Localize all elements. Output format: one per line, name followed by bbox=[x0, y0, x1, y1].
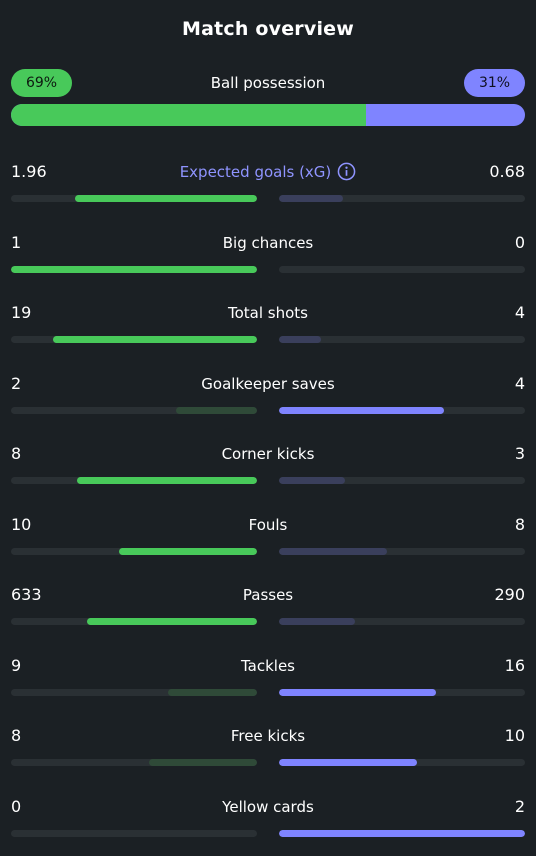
stat-label[interactable]: Expected goals (xG) bbox=[11, 160, 525, 184]
stat-label-text: Fouls bbox=[248, 515, 288, 534]
home-stat-track bbox=[11, 688, 257, 696]
panel-title: Match overview bbox=[181, 18, 355, 40]
home-stat-bar bbox=[175, 406, 257, 414]
home-stat-value: 19 bbox=[11, 303, 32, 322]
home-stat-track bbox=[11, 477, 257, 484]
home-stat-track bbox=[11, 406, 257, 414]
stat-label: Fouls bbox=[11, 513, 525, 537]
stat-row: 1.96 Expected goals (xG) 0.68 bbox=[11, 160, 525, 210]
possession-label: Ball possession bbox=[210, 74, 326, 92]
stat-label-text: Goalkeeper saves bbox=[201, 374, 335, 393]
stat-row: 9 Tackles 16 bbox=[11, 654, 525, 704]
home-stat-value: 0 bbox=[11, 796, 22, 816]
home-stat-value: 8 bbox=[11, 444, 22, 463]
stat-label: Goalkeeper saves bbox=[11, 372, 525, 396]
away-stat-track bbox=[279, 406, 525, 414]
info-icon[interactable] bbox=[337, 162, 356, 181]
away-stat-value: 2 bbox=[514, 796, 525, 816]
home-stat-bar bbox=[119, 547, 257, 555]
away-stat-bar bbox=[279, 618, 356, 625]
stat-row: 633 Passes 290 bbox=[11, 583, 525, 633]
away-stat-track bbox=[279, 829, 525, 837]
stat-label: Corner kicks bbox=[11, 442, 525, 466]
home-stat-bar bbox=[87, 618, 257, 625]
home-stat-bar bbox=[52, 336, 257, 343]
home-possession-badge: 69% bbox=[11, 69, 72, 97]
home-stat-value: 1 bbox=[11, 232, 22, 252]
away-stat-track bbox=[279, 477, 525, 484]
away-stat-track bbox=[279, 265, 525, 273]
home-stat-value: 8 bbox=[11, 726, 22, 745]
stat-row: 0 Yellow cards 2 bbox=[11, 795, 525, 845]
home-stat-value: 2 bbox=[11, 373, 22, 393]
stat-label-text: Yellow cards bbox=[222, 797, 314, 816]
away-stat-value: 4 bbox=[514, 373, 525, 393]
home-stat-track bbox=[11, 336, 257, 343]
stat-row: 19 Total shots 4 bbox=[11, 301, 525, 351]
stat-label: Passes bbox=[11, 583, 525, 607]
home-stat-track bbox=[11, 618, 257, 625]
stat-label-text: Tackles bbox=[240, 656, 296, 675]
away-stat-value: 0.68 bbox=[489, 162, 525, 181]
away-stat-bar bbox=[279, 336, 321, 343]
home-stat-bar bbox=[77, 477, 257, 484]
stat-label-text: Expected goals (xG) bbox=[179, 163, 332, 181]
home-stat-value: 10 bbox=[11, 514, 32, 534]
away-stat-bar bbox=[279, 688, 437, 696]
away-stat-bar bbox=[279, 829, 525, 837]
stat-row: 8 Free kicks 10 bbox=[11, 724, 525, 774]
away-stat-value: 16 bbox=[504, 655, 525, 675]
away-possession-badge: 31% bbox=[464, 69, 525, 97]
away-stat-value: 4 bbox=[514, 303, 525, 322]
away-stat-bar bbox=[279, 547, 388, 555]
away-stat-track bbox=[279, 759, 525, 766]
stat-row: 2 Goalkeeper saves 4 bbox=[11, 372, 525, 422]
away-stat-value: 8 bbox=[514, 514, 525, 534]
home-stat-value: 9 bbox=[11, 655, 22, 675]
home-stat-value: 633 bbox=[11, 585, 42, 604]
away-stat-bar bbox=[279, 759, 417, 766]
stat-label: Free kicks bbox=[11, 724, 525, 748]
stat-label: Total shots bbox=[11, 301, 525, 325]
home-stat-track bbox=[11, 829, 257, 837]
stat-label-text: Free kicks bbox=[230, 727, 306, 745]
home-stat-value: 1.96 bbox=[11, 162, 47, 181]
away-stat-track bbox=[279, 547, 525, 555]
home-stat-track bbox=[11, 759, 257, 766]
possession-bar bbox=[11, 104, 525, 126]
stat-label: Yellow cards bbox=[11, 795, 525, 819]
away-stat-bar bbox=[279, 195, 343, 202]
home-stat-track bbox=[11, 195, 257, 202]
home-stat-bar bbox=[11, 265, 257, 273]
home-stat-bar bbox=[74, 195, 257, 202]
stat-row: 8 Corner kicks 3 bbox=[11, 442, 525, 492]
stat-row: 1 Big chances 0 bbox=[11, 231, 525, 281]
away-stat-track bbox=[279, 336, 525, 343]
home-stat-track bbox=[11, 265, 257, 273]
home-stat-bar bbox=[168, 688, 257, 696]
stat-label-text: Total shots bbox=[228, 304, 308, 322]
away-stat-value: 3 bbox=[514, 444, 525, 463]
stat-label: Big chances bbox=[11, 231, 525, 255]
away-stat-bar bbox=[279, 477, 346, 484]
stat-label: Tackles bbox=[11, 654, 525, 678]
home-stat-bar bbox=[148, 759, 257, 766]
away-stat-track bbox=[279, 688, 525, 696]
away-stat-track bbox=[279, 195, 525, 202]
away-stat-value: 0 bbox=[514, 232, 525, 252]
away-stat-value: 10 bbox=[504, 726, 525, 745]
stat-row: 10 Fouls 8 bbox=[11, 513, 525, 563]
away-stat-bar bbox=[279, 406, 444, 414]
home-stat-track bbox=[11, 547, 257, 555]
stat-label-text: Big chances bbox=[222, 233, 314, 252]
away-stat-value: 290 bbox=[494, 585, 525, 604]
stat-label-text: Passes bbox=[242, 586, 294, 604]
stat-label-text: Corner kicks bbox=[221, 445, 315, 463]
away-stat-track bbox=[279, 618, 525, 625]
home-possession-fill bbox=[11, 104, 366, 126]
